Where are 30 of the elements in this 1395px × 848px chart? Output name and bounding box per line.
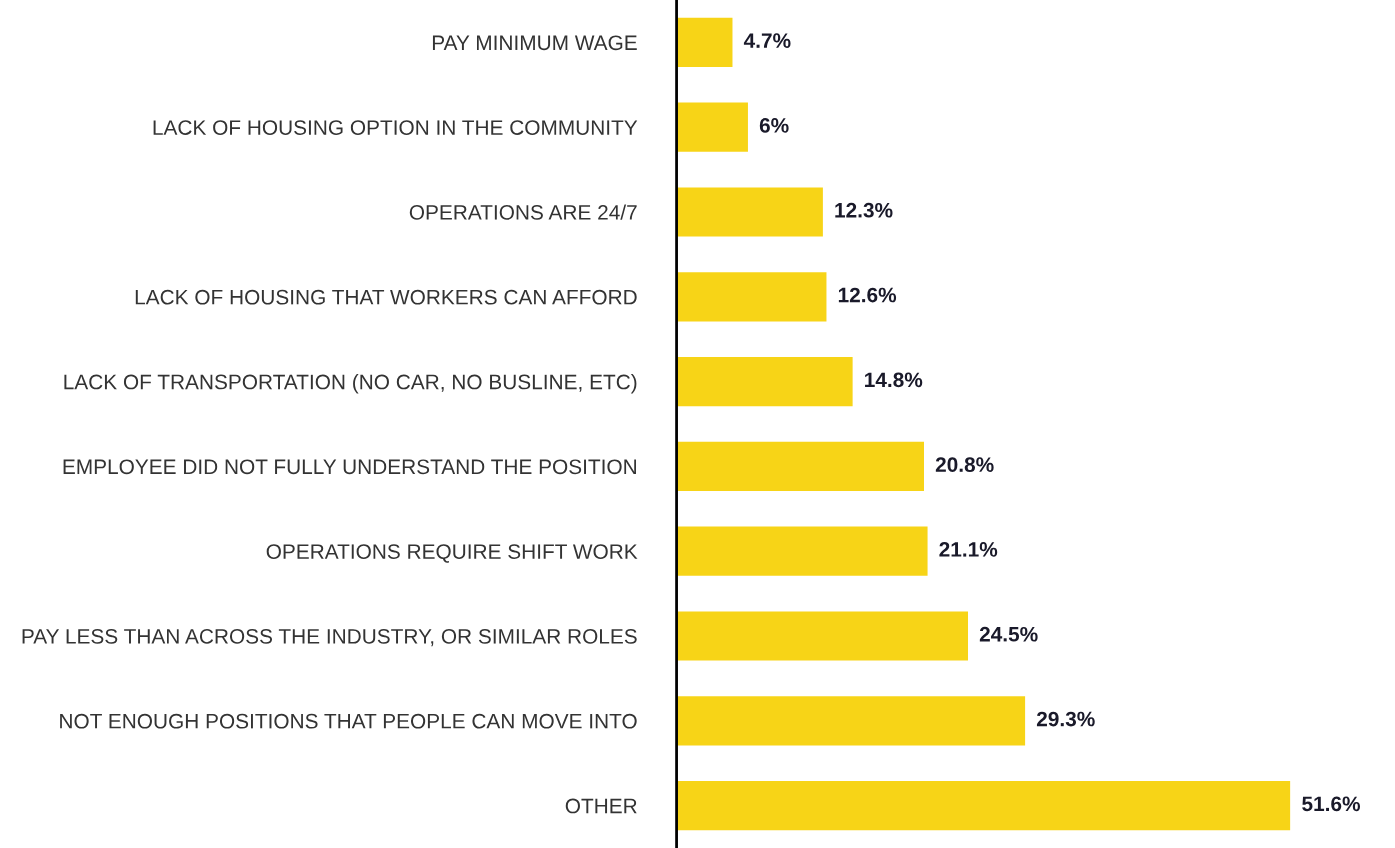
y-tick-label: LACK OF HOUSING THAT WORKERS CAN AFFORD (135, 289, 637, 305)
data-label: 24.5% (979, 626, 1038, 642)
bar (676, 611, 969, 661)
data-label: 6% (759, 118, 789, 133)
y-tick-label: LACK OF HOUSING OPTION IN THE COMMUNITY (153, 120, 638, 135)
bar (676, 696, 1026, 746)
data-label: 29.3% (1036, 711, 1095, 727)
data-label: 51.6% (1302, 796, 1361, 812)
y-tick-label: PAY MINIMUM WAGE (432, 35, 637, 51)
y-tick-label: OPERATIONS ARE 24/7 (409, 204, 637, 220)
y-tick-label: NOT ENOUGH POSITIONS THAT PEOPLE CAN MOVE INTO (60, 713, 637, 729)
bar (676, 441, 924, 491)
y-tick-label: OTHER (565, 798, 637, 814)
data-label: 12.6% (838, 287, 897, 303)
y-tick-label: LACK OF TRANSPORTATION (NO CAR, NO BUSLINE, ETC) (64, 374, 637, 394)
bar (676, 187, 823, 237)
y-tick-label: OPERATIONS REQUIRE SHIFT WORK (266, 544, 638, 563)
data-label: 21.1% (939, 542, 998, 557)
bar (676, 17, 733, 67)
data-label: 12.3% (835, 202, 893, 218)
data-label: 4.7% (743, 33, 791, 48)
bar (676, 357, 853, 407)
y-tick-label: EMPLOYEE DID NOT FULLY UNDERSTAND THE POSITION (63, 459, 636, 475)
data-label: 14.8% (865, 372, 923, 388)
bar (676, 102, 748, 152)
y-tick-label: PAY LESS THAN ACROSS THE INDUSTRY, OR SIMILAR ROLES (22, 629, 637, 647)
bar (676, 781, 1291, 831)
data-label: 20.8% (935, 457, 994, 472)
bar (676, 272, 827, 322)
bar (676, 526, 928, 576)
